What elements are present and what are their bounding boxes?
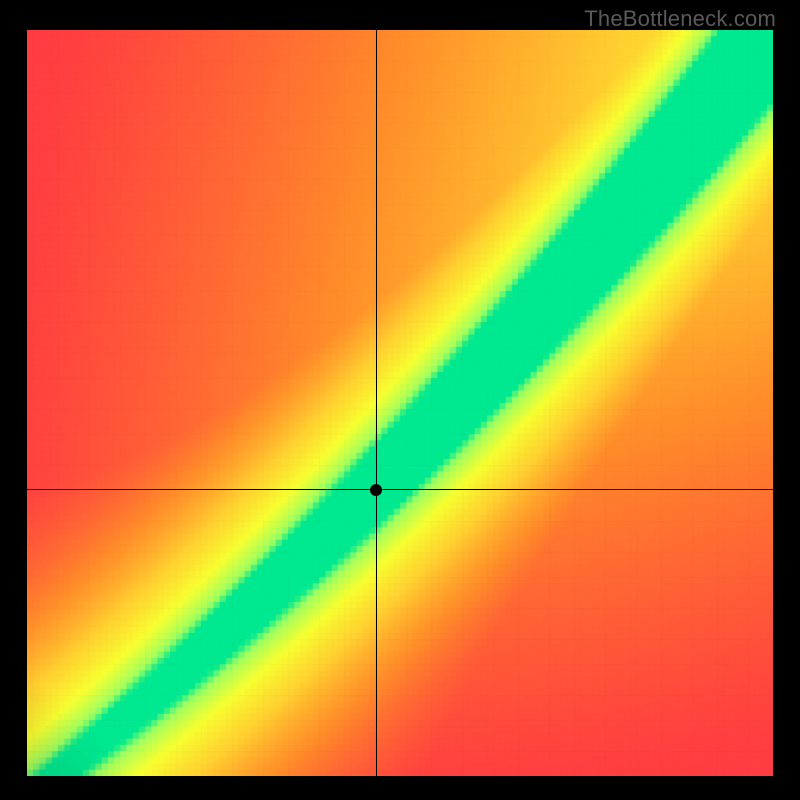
crosshair-horizontal [27,489,773,490]
crosshair-vertical [376,30,377,776]
heatmap-canvas [27,30,773,776]
plot-area [27,30,773,776]
selection-marker [370,484,382,496]
chart-container: { "watermark": { "text": "TheBottleneck.… [0,0,800,800]
watermark-text: TheBottleneck.com [584,6,776,32]
